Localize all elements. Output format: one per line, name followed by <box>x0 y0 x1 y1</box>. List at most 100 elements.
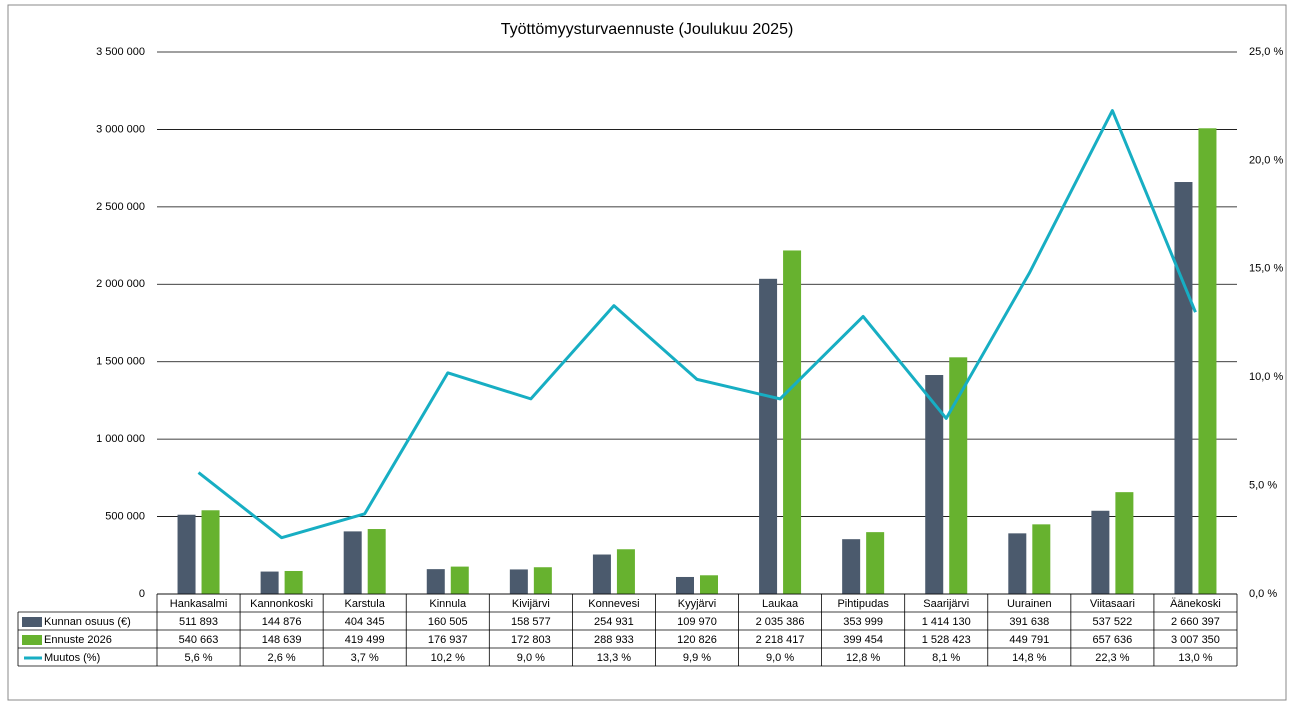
y-tick-label: 1 000 000 <box>96 433 145 445</box>
chart-title: Työttömyysturvaennuste (Joulukuu 2025) <box>501 21 794 38</box>
data-table-value: 1 414 130 <box>922 616 971 628</box>
bar <box>1091 510 1110 594</box>
data-table-value: 254 931 <box>594 616 634 628</box>
bar <box>260 571 279 594</box>
y2-tick-label: 5,0 % <box>1249 480 1277 492</box>
bar <box>700 575 718 594</box>
data-table-value: 148 639 <box>262 634 302 646</box>
data-table-value: 2 035 386 <box>756 616 805 628</box>
x-tick-label: Kannonkoski <box>250 598 313 610</box>
data-table-value: 9,9 % <box>683 652 711 664</box>
data-table-value: 1 528 423 <box>922 634 971 646</box>
bar <box>1008 533 1027 594</box>
bar <box>533 567 552 594</box>
bar <box>284 570 303 594</box>
x-tick-label: Pihtipudas <box>837 598 889 610</box>
x-tick-label: Kyyjärvi <box>678 598 717 610</box>
data-table-value: 3 007 350 <box>1171 634 1220 646</box>
x-tick-label: Konnevesi <box>588 598 639 610</box>
data-table-value: 353 999 <box>843 616 883 628</box>
data-table-value: 172 803 <box>511 634 551 646</box>
data-table-value: 160 505 <box>428 616 468 628</box>
bar <box>177 514 196 594</box>
bar <box>925 375 944 594</box>
data-table-value: 2 218 417 <box>756 634 805 646</box>
bar <box>509 569 528 594</box>
y2-tick-label: 10,0 % <box>1249 371 1283 383</box>
data-table-value: 13,0 % <box>1178 652 1212 664</box>
bar <box>450 566 469 594</box>
legend-swatch <box>22 635 42 645</box>
bar <box>1032 524 1051 594</box>
x-tick-label: Saarijärvi <box>923 598 969 610</box>
data-table-value: 13,3 % <box>597 652 631 664</box>
data-table-value: 391 638 <box>1009 616 1049 628</box>
x-tick-label: Kivijärvi <box>512 598 550 610</box>
y-tick-label: 500 000 <box>105 510 145 522</box>
y2-tick-label: 20,0 % <box>1249 154 1283 166</box>
bar <box>842 539 861 594</box>
x-tick-label: Hankasalmi <box>170 598 227 610</box>
bar <box>201 510 220 594</box>
data-table-value: 3,7 % <box>351 652 379 664</box>
data-table-value: 537 522 <box>1093 616 1133 628</box>
bar <box>676 576 694 594</box>
y-tick-label: 0 <box>139 588 145 600</box>
line-series <box>197 109 1197 540</box>
bar <box>426 569 445 594</box>
y-tick-label: 1 500 000 <box>96 356 145 368</box>
bar <box>367 529 386 594</box>
data-table-value: 288 933 <box>594 634 634 646</box>
x-tick-label: Kinnula <box>429 598 467 610</box>
chart-border <box>7 4 1287 701</box>
bar <box>1174 182 1193 594</box>
bar <box>759 278 778 594</box>
data-table-value: 540 663 <box>179 634 219 646</box>
data-table-value: 5,6 % <box>184 652 212 664</box>
bar <box>1198 128 1217 594</box>
data-table-value: 404 345 <box>345 616 385 628</box>
y-tick-label: 3 000 000 <box>96 123 145 135</box>
x-tick-label: Äänekoski <box>1170 598 1221 610</box>
bar <box>343 531 362 594</box>
data-table-value: 2,6 % <box>268 652 296 664</box>
data-table-value: 120 826 <box>677 634 717 646</box>
y2-tick-label: 15,0 % <box>1249 263 1283 275</box>
y-tick-label: 2 500 000 <box>96 201 145 213</box>
data-table-value: 8,1 % <box>932 652 960 664</box>
data-table-value: 109 970 <box>677 616 717 628</box>
data-table-value: 144 876 <box>262 616 302 628</box>
y-tick-label: 3 500 000 <box>96 46 145 58</box>
bar <box>1115 492 1134 594</box>
data-table-value: 14,8 % <box>1012 652 1046 664</box>
data-table-value: 399 454 <box>843 634 883 646</box>
data-table-value: 22,3 % <box>1095 652 1129 664</box>
y-tick-label: 2 000 000 <box>96 278 145 290</box>
legend-label: Ennuste 2026 <box>44 634 112 646</box>
data-table-value: 657 636 <box>1093 634 1133 646</box>
bar <box>866 532 885 594</box>
data-table-value: 12,8 % <box>846 652 880 664</box>
x-tick-label: Laukaa <box>762 598 799 610</box>
bar <box>783 250 802 594</box>
data-table-value: 9,0 % <box>766 652 794 664</box>
bar <box>949 357 968 594</box>
x-tick-label: Uurainen <box>1007 598 1052 610</box>
legend-label: Muutos (%) <box>44 652 100 664</box>
data-table-value: 511 893 <box>179 616 218 628</box>
x-tick-label: Karstula <box>345 598 386 610</box>
bar <box>592 554 611 594</box>
bar <box>616 549 635 594</box>
data-table-value: 2 660 397 <box>1171 616 1220 628</box>
data-table-value: 419 499 <box>345 634 385 646</box>
x-tick-label: Viitasaari <box>1090 598 1135 610</box>
data-table-value: 10,2 % <box>431 652 465 664</box>
legend-swatch <box>22 617 42 627</box>
data-table-value: 449 791 <box>1009 634 1049 646</box>
data-table-value: 158 577 <box>511 616 551 628</box>
y2-tick-label: 0,0 % <box>1249 588 1277 600</box>
legend-label: Kunnan osuus (€) <box>44 616 131 628</box>
y2-tick-label: 25,0 % <box>1249 46 1283 58</box>
data-table-value: 176 937 <box>428 634 468 646</box>
